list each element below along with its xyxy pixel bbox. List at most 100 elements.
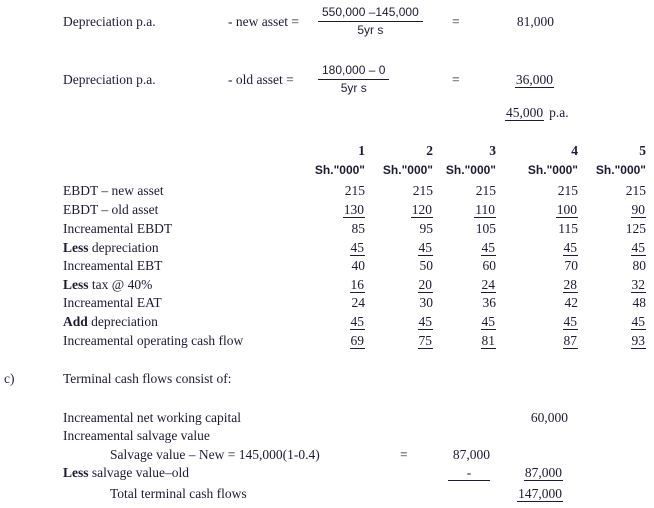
row-label: EBDT – old asset (63, 202, 159, 217)
less-salvage-old-label: Less salvage value–old (63, 465, 189, 480)
table-row-incremental-operating-cash-flow: Increamental operating cash flow 69 75 8… (0, 333, 654, 351)
terminal-section-heading: Terminal cash flows consist of: (63, 371, 232, 386)
depreciation-new-result: 81,000 (516, 14, 554, 29)
cell-value: 45 (630, 314, 646, 330)
cell-value: 130 (342, 202, 365, 218)
cell-value: 105 (475, 221, 496, 236)
cell-value: 20 (417, 277, 433, 293)
unit-header: Sh."000" (314, 163, 365, 177)
cell-value: 45 (349, 240, 365, 256)
nwc-value: 60,000 (530, 410, 568, 425)
cell-value: 48 (632, 295, 647, 310)
cell-value: 70 (564, 258, 579, 273)
cell-value: 24 (480, 277, 496, 293)
fraction-numerator: 180,000 – 0 (318, 64, 390, 80)
equals-sign: = (400, 447, 408, 462)
cell-value: 42 (564, 295, 579, 310)
cell-value: 45 (349, 314, 365, 330)
cell-value: 36 (482, 295, 497, 310)
year-header: 2 (426, 143, 433, 158)
unit-header: Sh."000" (445, 163, 496, 177)
cell-value: 80 (632, 258, 647, 273)
row-label: Increamental operating cash flow (63, 333, 244, 348)
cell-value: 69 (349, 333, 365, 349)
total-terminal-value: 147,000 (517, 486, 563, 502)
depreciation-label-new: Depreciation p.a. (63, 14, 156, 29)
year-header: 5 (639, 143, 646, 158)
cell-value: 32 (630, 277, 646, 293)
section-marker-c: c) (4, 371, 15, 386)
cell-value: 16 (349, 277, 365, 293)
year-header: 4 (571, 143, 578, 158)
cell-value: 45 (562, 314, 578, 330)
table-row-ebdt-old: EBDT – old asset 130 120 110 100 90 (0, 202, 654, 220)
year-header: 3 (489, 143, 496, 158)
total-depreciation-suffix: p.a. (549, 105, 569, 120)
cell-value: 85 (351, 221, 366, 236)
cell-value: 75 (417, 333, 433, 349)
cell-value: 110 (474, 202, 496, 218)
cell-value: 45 (417, 314, 433, 330)
table-row-incremental-ebdt: Increamental EBDT 85 95 105 115 125 (0, 221, 654, 239)
cell-value: 28 (562, 277, 578, 293)
cell-value: 45 (562, 240, 578, 256)
cell-value: 93 (630, 333, 646, 349)
fraction-old-asset: 180,000 – 0 5yr s (318, 64, 390, 95)
fraction-numerator: 550,000 –145,000 (318, 6, 423, 22)
unit-header: Sh."000" (595, 163, 646, 177)
cell-value: 95 (419, 221, 434, 236)
table-unit-header-row: Sh."000" Sh."000" Sh."000" Sh."000" Sh."… (0, 162, 654, 180)
cell-value: 45 (480, 240, 496, 256)
cell-value: 215 (557, 183, 578, 198)
table-row-incremental-ebt: Increamental EBT 40 50 60 70 80 (0, 258, 654, 276)
table-row-add-depreciation: Add depreciation 45 45 45 45 45 (0, 314, 654, 332)
table-row-incremental-eat: Increamental EAT 24 30 36 42 48 (0, 295, 654, 313)
cell-value: 40 (351, 258, 366, 273)
equals-sign: = (452, 14, 460, 29)
row-label: Increamental EAT (63, 295, 162, 310)
row-label: Add depreciation (63, 314, 158, 329)
table-year-header-row: 1 2 3 4 5 (0, 143, 654, 161)
cell-value: 115 (558, 221, 578, 236)
cell-value: 87 (562, 333, 578, 349)
less-salvage-old-value: 87,000 (523, 465, 563, 481)
cell-value: 45 (480, 314, 496, 330)
row-label: Increamental EBT (63, 258, 163, 273)
row-label: EBDT – new asset (63, 183, 164, 198)
cell-value: 50 (419, 258, 434, 273)
row-label: Less tax @ 40% (63, 277, 153, 292)
cell-value: 215 (475, 183, 496, 198)
fraction-denominator: 5yr s (340, 81, 367, 95)
nwc-label: Increamental net working capital (63, 410, 242, 425)
unit-header: Sh."000" (527, 163, 578, 177)
table-row-less-depreciation: Less depreciation 45 45 45 45 45 (0, 240, 654, 258)
total-terminal-label: Total terminal cash flows (110, 486, 247, 501)
cell-value: 90 (630, 202, 646, 218)
depreciation-label-old: Depreciation p.a. (63, 72, 156, 87)
cell-value: 24 (351, 295, 366, 310)
cell-value: 60 (482, 258, 497, 273)
row-label: Increamental EBDT (63, 221, 173, 236)
salvage-calc-value: 87,000 (452, 447, 490, 462)
cell-value: 215 (344, 183, 365, 198)
cell-value: 125 (625, 221, 646, 236)
cell-value: 45 (417, 240, 433, 256)
unit-header: Sh."000" (382, 163, 433, 177)
equals-sign: = (452, 72, 460, 87)
cell-value: 45 (630, 240, 646, 256)
cell-value: 215 (625, 183, 646, 198)
fraction-denominator: 5yr s (357, 23, 384, 37)
old-asset-item-label: - old asset = (228, 72, 294, 87)
fraction-new-asset: 550,000 –145,000 5yr s (318, 6, 423, 37)
cell-value: 30 (419, 295, 434, 310)
total-depreciation-value: 45,000 (505, 105, 545, 121)
cell-value: 100 (555, 202, 578, 218)
year-header: 1 (358, 143, 365, 158)
salvage-calc-label: Salvage value – New = 145,000(1-0.4) (110, 447, 320, 462)
total-depreciation: 45,000 p.a. (505, 105, 569, 121)
table-row-ebdt-new: EBDT – new asset 215 215 215 215 215 (0, 183, 654, 201)
cell-value: 120 (410, 202, 433, 218)
new-asset-item-label: - new asset = (228, 14, 299, 29)
cell-value: 215 (412, 183, 433, 198)
